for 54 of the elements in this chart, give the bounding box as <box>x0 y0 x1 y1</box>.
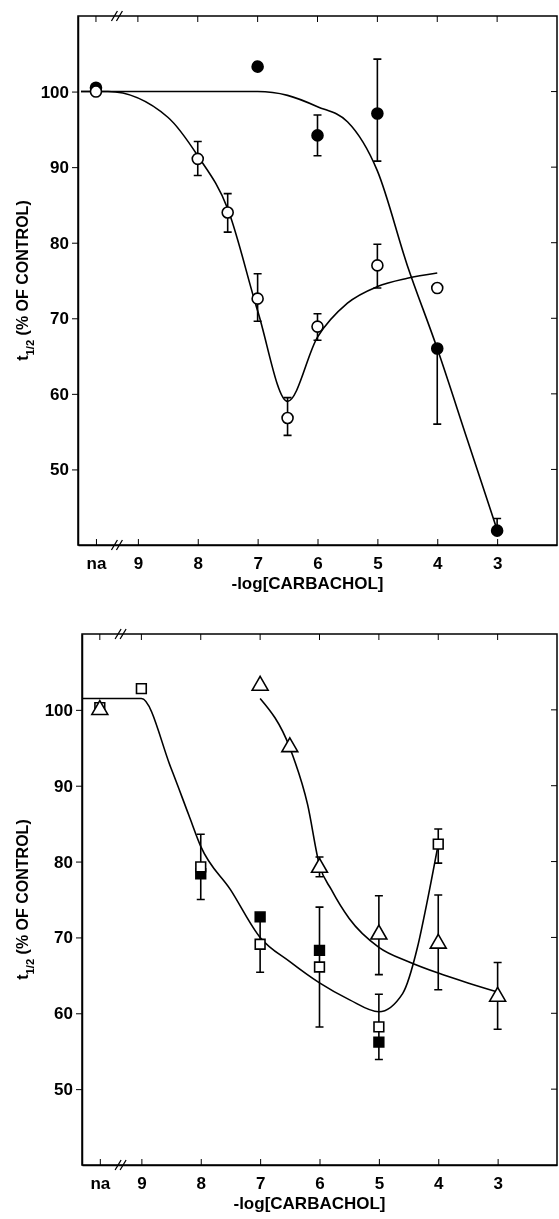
y-tick-label: 50 <box>50 460 69 480</box>
point <box>195 861 207 873</box>
x-tick-label: 6 <box>313 554 323 574</box>
point <box>371 107 384 120</box>
y-tick-label: 100 <box>44 700 73 720</box>
x-axis-title: -log[CARBACHOL] <box>233 1194 386 1213</box>
point <box>430 281 444 295</box>
point <box>251 292 264 305</box>
point <box>310 857 329 874</box>
x-tick-label: 4 <box>434 1174 445 1194</box>
y-tick-label: 50 <box>54 1080 73 1100</box>
x-tick-label: 9 <box>133 554 144 574</box>
point <box>311 320 324 333</box>
y-tick-label: 60 <box>54 1004 73 1024</box>
x-tick-label: 8 <box>196 1174 206 1194</box>
x-tick-label: 9 <box>137 1174 147 1194</box>
point <box>373 1036 385 1048</box>
x-tick-label: 8 <box>193 554 203 574</box>
point <box>254 911 266 923</box>
point <box>281 411 294 425</box>
point <box>281 737 299 753</box>
y-tick-label: 80 <box>50 233 69 253</box>
x-tick-label: na <box>90 1174 111 1194</box>
x-tick-label: 7 <box>255 1174 266 1194</box>
y-tick-label: 70 <box>54 928 73 948</box>
x-tick-label: 6 <box>315 1174 325 1194</box>
x-tick-label: 7 <box>253 554 263 574</box>
x-tick-label: 4 <box>433 554 444 574</box>
y-tick-label: 100 <box>40 82 69 102</box>
y-tick-label: 90 <box>50 158 69 178</box>
point <box>432 838 444 850</box>
x-tick-label: 5 <box>373 554 383 574</box>
point <box>89 85 103 98</box>
y-tick-label: 70 <box>50 309 69 329</box>
point <box>490 524 504 537</box>
x-axis-title: -log[CARBACHOL] <box>231 574 384 593</box>
y-tick-label: 60 <box>50 384 69 404</box>
point <box>430 342 444 355</box>
point <box>221 206 234 219</box>
y-tick-label: 90 <box>54 776 73 796</box>
point <box>313 961 326 973</box>
x-tick-label: na <box>86 554 107 574</box>
point <box>191 152 205 166</box>
y-tick-label: 80 <box>54 852 73 872</box>
point <box>254 938 266 950</box>
point <box>251 675 269 691</box>
point <box>135 682 148 695</box>
x-tick-label: 3 <box>493 1174 503 1194</box>
point <box>251 60 264 73</box>
x-tick-label: 3 <box>492 554 503 574</box>
point <box>311 129 324 142</box>
x-tick-label: 5 <box>374 1174 385 1194</box>
point <box>373 1021 385 1033</box>
point <box>371 259 384 272</box>
